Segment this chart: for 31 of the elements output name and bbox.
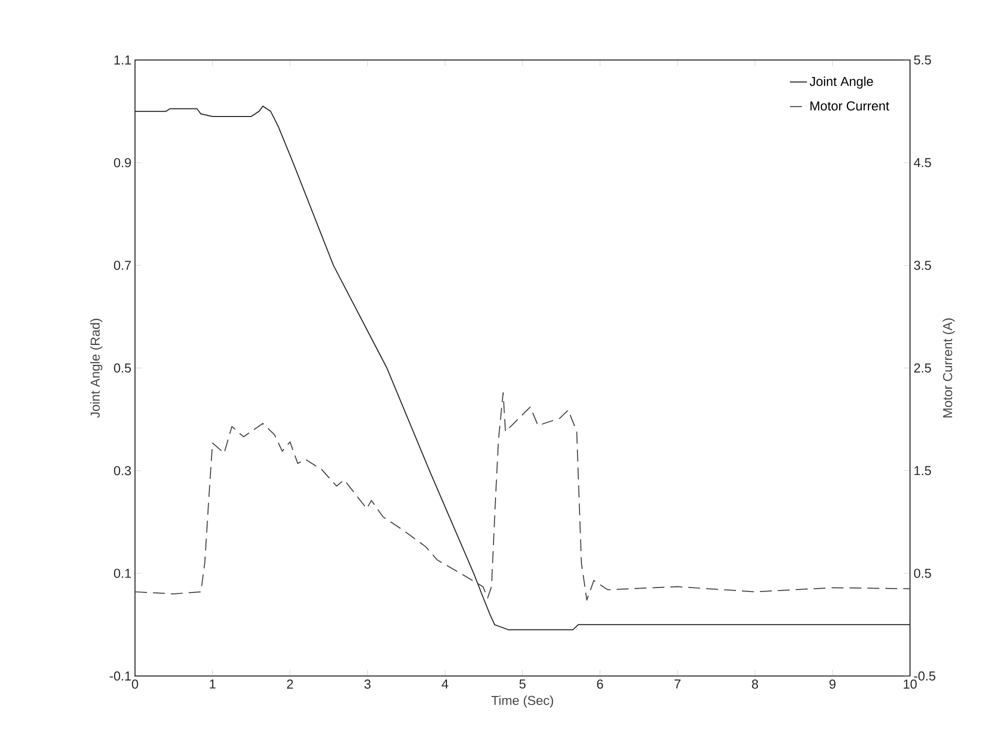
x-tick-label: 0 [132,680,138,689]
legend-label: Joint Angle [810,76,873,89]
y-axis-title: Joint Angle (Rad) [90,318,102,418]
x-axis-title: Time (Sec) [491,696,554,708]
y-tick-label: 0.9 [114,158,131,168]
x-tick-label: 6 [597,680,604,689]
x-tick-label: 7 [674,680,680,688]
y-tick-label: 1.1 [114,56,131,64]
y-tick-label: 0.5 [114,363,131,373]
legend-label: Motor Current [810,101,890,110]
y2-tick-label: 0.5 [914,568,931,578]
x-tick-label: 1 [210,680,216,688]
y2-tick-label: 3.5 [914,260,931,270]
y2-tick-label: 2.5 [914,363,931,373]
x-tick-label: 4 [442,680,448,688]
y-tick-label: 0.7 [114,260,131,270]
x-tick-label: 9 [830,680,836,689]
x-tick-label: 5 [519,680,526,689]
y2-axis-title: Motor Current (A) [942,318,955,418]
x-tick-label: 8 [752,680,758,689]
y-tick-label: 0.1 [114,568,131,578]
y2-tick-label: 4.5 [914,158,931,168]
y2-tick-label: 1.5 [914,466,931,476]
y2-tick-label: 5.5 [914,55,931,65]
x-tick-label: 3 [364,680,371,689]
x-tick-label: 2 [287,680,293,689]
y2-tick-label: -0.5 [914,671,936,681]
y-tick-label: 0.3 [114,466,131,476]
y-tick-label: -0.1 [110,671,131,681]
x-tick-label: 10 [904,680,917,689]
line-series [135,392,910,601]
